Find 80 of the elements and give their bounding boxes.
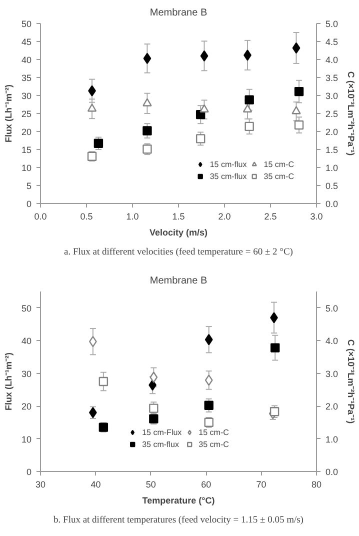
point [292,106,301,114]
y2-tick-label: 3.0 [326,368,338,379]
point [200,104,209,112]
x-tick-label: 1.5 [172,212,185,222]
y-tick-label: 15 [21,145,32,155]
y-tick-label: 35 [21,73,32,83]
y-tick-label: 25 [21,109,32,119]
legend-label: 15 cm-Flux [142,427,182,437]
y2-axis-title: C (×10⁻³Lm⁻²h⁻¹Pa⁻¹) [346,71,356,156]
x-tick-label: 40 [90,480,101,490]
y-tick-label: 10 [21,434,32,444]
y2-tick-label: 0.0 [326,467,338,477]
y2-tick-label: 0.0 [326,199,338,209]
point [292,42,300,54]
point [270,343,280,352]
y2-tick-label: 4.0 [326,55,338,65]
x-tick-label: 1.0 [126,212,139,222]
legend-label: 35 cm-flux [210,171,247,181]
y-tick-label: 50 [21,19,32,29]
legend-label: 15 cm-C [264,159,294,169]
y2-tick-label: 1.0 [326,163,338,173]
y-tick-label: 10 [21,163,32,173]
y2-tick-label: 2.0 [326,127,338,137]
point [143,52,152,64]
x-tick-label: 50 [146,480,156,490]
y-tick-label: 30 [21,368,32,379]
x-tick-label: 30 [35,480,46,490]
y-tick-label: 20 [21,127,32,137]
y2-tick-label: 4.5 [326,37,338,47]
legend-label: 15 cm-C [198,427,229,437]
legend-label: 15 cm-flux [210,159,247,169]
x-tick-label: 0.0 [34,212,47,222]
y-tick-label: 0 [26,467,32,477]
y2-tick-label: 3.0 [326,91,338,101]
y2-tick-label: 5.0 [326,303,338,314]
x-tick-label: 2.5 [264,212,277,222]
y-axis-title: Flux (Lh⁻¹m⁻²) [3,352,14,410]
y2-axis-title: C (×10⁻³Lm⁻²h⁻¹Pa⁻¹) [346,339,356,424]
y2-tick-label: 4.0 [326,336,338,346]
y-tick-label: 40 [21,336,32,346]
legend-label: 35 cm-C [264,171,294,181]
y-tick-label: 5 [26,181,32,191]
point [98,376,108,386]
x-tick-label: 0.5 [80,212,93,222]
y2-tick-label: 1.5 [326,145,338,155]
y2-tick-label: 2.0 [326,402,338,412]
x-tick-label: 2.0 [218,212,231,222]
text: b. Flux at different temperatures (feed velocity = 1.15 ± 0.05 m/s) [54,516,304,526]
y-tick-label: 50 [21,303,32,314]
point [200,50,208,62]
y-tick-label: 0 [26,199,32,209]
point [142,98,152,106]
y2-tick-label: 5.0 [326,19,338,29]
x-tick-label: 3.0 [310,212,323,222]
x-tick-label: 80 [311,480,322,490]
point [204,334,213,346]
legend-label: 35 cm-flux [142,439,180,449]
y2-tick-label: 0.5 [326,181,338,191]
point [142,126,152,136]
chart-title: Membrane B [150,8,208,18]
y2-tick-label: 3.5 [326,73,338,83]
y-tick-label: 20 [21,402,32,412]
point [244,122,254,132]
x-axis-title: Temperature (°C) [142,496,215,506]
point [204,374,213,386]
y-tick-label: 40 [21,55,32,65]
x-axis-title: Velocity (m/s) [149,228,208,238]
y-tick-label: 30 [21,91,32,101]
text: a. Flux at different velocities (feed temperature = 60 ± 2 °C) [64,248,293,258]
legend-label: 35 cm-C [198,439,229,449]
chart-title: Membrane B [150,276,208,286]
x-tick-label: 60 [201,480,212,490]
y2-tick-label: 1.0 [326,434,338,444]
y-axis-title: Flux (Lh⁻¹m⁻²) [3,84,14,142]
point [204,400,214,410]
x-tick-label: 70 [256,480,266,490]
point [294,86,304,96]
point [196,134,206,144]
y-tick-label: 45 [21,37,32,47]
y2-tick-label: 2.5 [326,109,338,119]
